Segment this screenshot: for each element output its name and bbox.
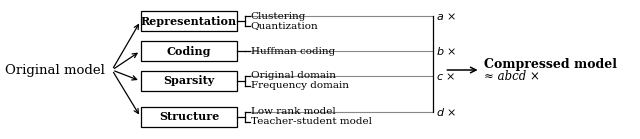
Text: Representation: Representation	[141, 16, 237, 27]
Text: Low rank model: Low rank model	[251, 107, 335, 116]
Text: Teacher-student model: Teacher-student model	[251, 117, 372, 126]
Text: Structure: Structure	[159, 111, 219, 122]
Text: Sparsity: Sparsity	[163, 75, 214, 86]
Text: Coding: Coding	[167, 45, 211, 56]
Text: ≈ abcd ×: ≈ abcd ×	[484, 70, 540, 83]
Text: Original domain: Original domain	[251, 71, 336, 80]
Text: $\it{a}$ ×: $\it{a}$ ×	[436, 11, 456, 22]
Text: $\it{b}$ ×: $\it{b}$ ×	[436, 45, 456, 57]
Text: Original model: Original model	[4, 64, 104, 76]
Text: Compressed model: Compressed model	[484, 58, 618, 70]
Text: Clustering: Clustering	[251, 12, 306, 20]
Text: Huffman coding: Huffman coding	[251, 47, 335, 55]
FancyBboxPatch shape	[141, 71, 237, 91]
Text: $\it{d}$ ×: $\it{d}$ ×	[436, 106, 456, 118]
Text: Quantization: Quantization	[251, 22, 319, 30]
FancyBboxPatch shape	[141, 107, 237, 127]
FancyBboxPatch shape	[141, 11, 237, 31]
Text: $\it{c}$ ×: $\it{c}$ ×	[436, 70, 455, 81]
Text: Frequency domain: Frequency domain	[251, 81, 349, 90]
FancyBboxPatch shape	[141, 41, 237, 61]
